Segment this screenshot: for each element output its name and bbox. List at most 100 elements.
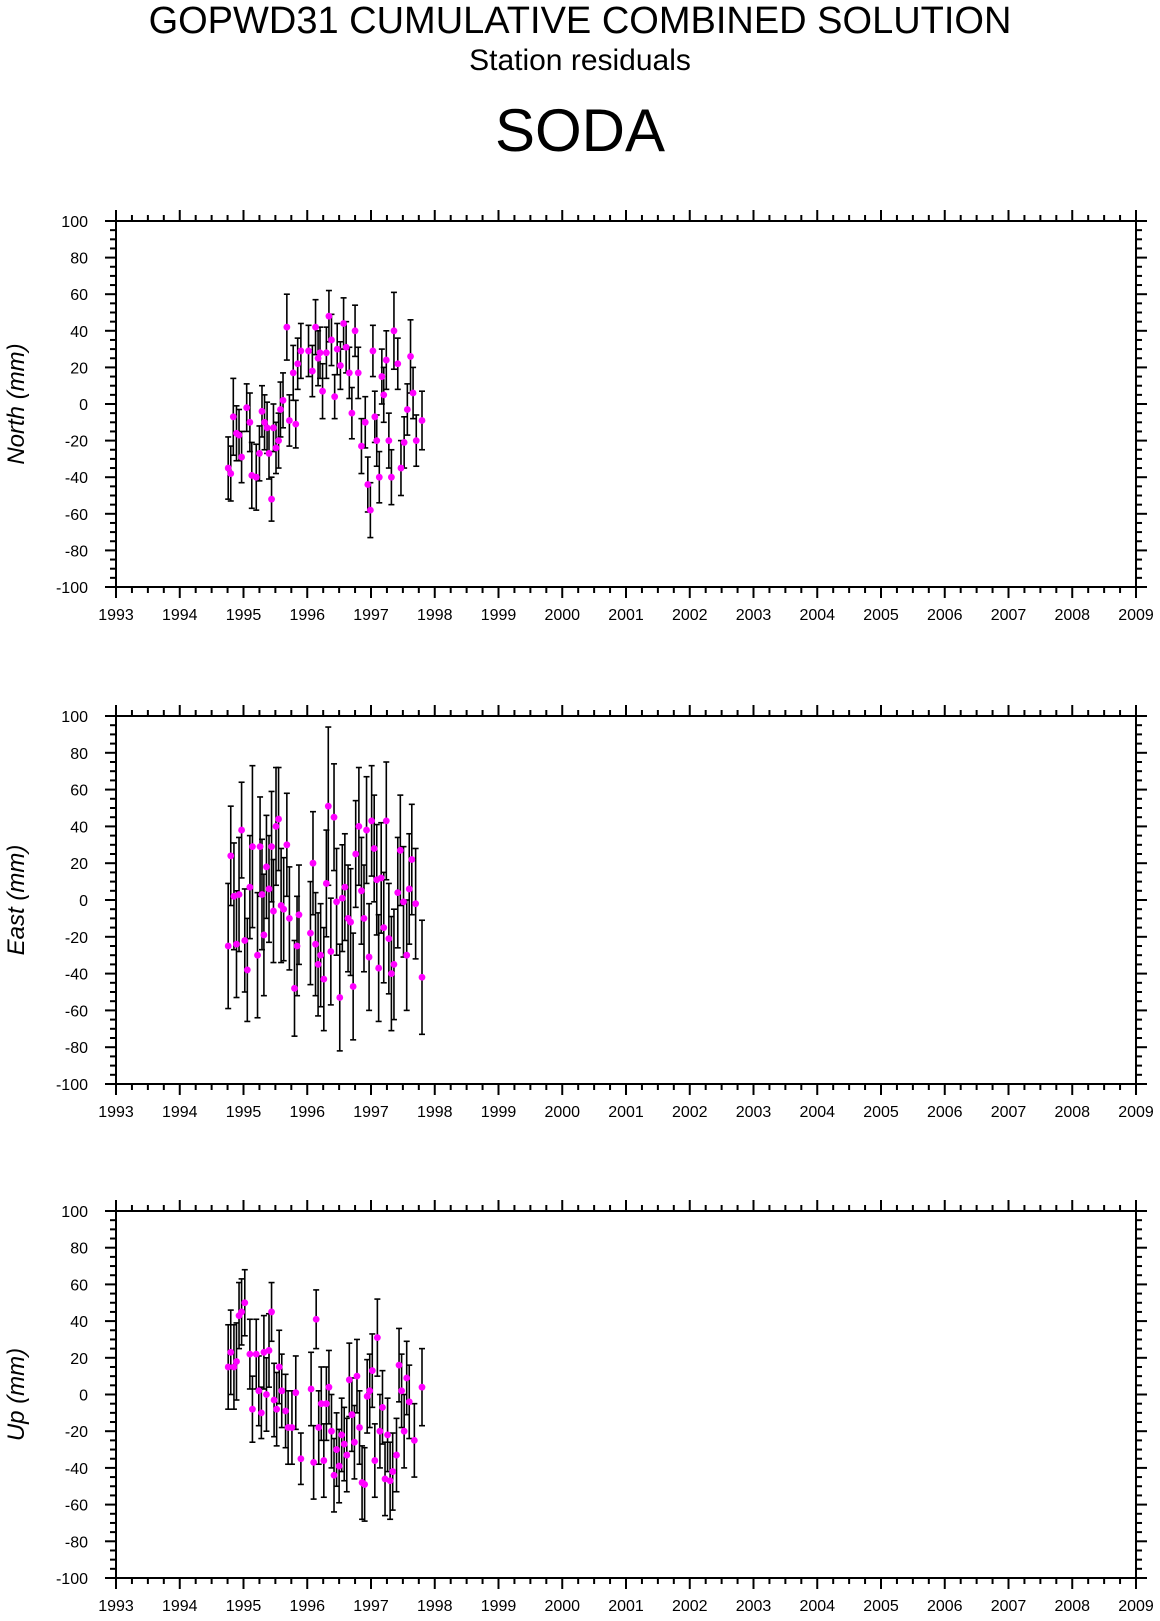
data-point xyxy=(403,406,411,413)
data-point xyxy=(224,464,232,472)
data-point xyxy=(255,1387,263,1395)
data-point xyxy=(288,1424,296,1431)
data-point xyxy=(342,343,350,351)
data-point xyxy=(256,843,264,851)
data-point xyxy=(246,1350,254,1358)
x-tick-label: 1995 xyxy=(226,607,262,624)
y-tick-label: 40 xyxy=(70,819,88,836)
data-point xyxy=(373,437,381,444)
data-point xyxy=(408,856,416,863)
x-tick-label: 1994 xyxy=(162,1104,198,1121)
data-point xyxy=(381,1475,389,1483)
data-point xyxy=(277,406,284,413)
x-tick-label: 2001 xyxy=(608,1104,644,1121)
data-point xyxy=(340,1440,348,1448)
x-tick-label: 1996 xyxy=(289,607,325,624)
data-point xyxy=(283,323,291,331)
data-point xyxy=(273,1405,281,1413)
data-point xyxy=(224,942,232,950)
data-point xyxy=(331,393,339,401)
data-point xyxy=(252,473,260,481)
data-point xyxy=(405,885,413,893)
data-point xyxy=(363,826,370,834)
x-tick-label: 2003 xyxy=(736,607,772,624)
data-point xyxy=(307,929,314,937)
x-tick-label: 2002 xyxy=(672,1104,708,1121)
data-point xyxy=(366,506,374,514)
data-point xyxy=(409,389,417,397)
y-tick-label: -20 xyxy=(65,1424,88,1441)
data-point xyxy=(338,894,346,902)
y-tick-label: 100 xyxy=(61,1204,88,1221)
data-point xyxy=(354,369,362,377)
data-point xyxy=(275,437,282,444)
data-point xyxy=(272,444,280,452)
x-tick-label: 2005 xyxy=(863,1104,899,1121)
data-point xyxy=(268,1308,275,1316)
data-point xyxy=(345,369,353,377)
data-point xyxy=(403,951,411,959)
data-point xyxy=(396,846,404,854)
data-point xyxy=(263,1391,270,1398)
data-point xyxy=(368,1367,376,1375)
y-tick-label: 0 xyxy=(79,1388,88,1405)
data-point xyxy=(305,347,312,355)
data-point xyxy=(241,937,249,944)
data-point xyxy=(353,1372,361,1380)
data-point xyxy=(238,826,245,834)
data-point xyxy=(345,1376,353,1384)
x-tick-label: 2004 xyxy=(799,1104,835,1121)
x-tick-label: 1994 xyxy=(162,1598,198,1615)
plot-panel-2: 1993 1994 1995 1996 1997 1998 1999 2000 2001 2002… xyxy=(3,705,1154,1121)
x-tick-label: 2003 xyxy=(736,1598,772,1615)
data-point xyxy=(337,362,344,369)
x-tick-label: 2001 xyxy=(608,607,644,624)
x-tick-label: 2000 xyxy=(544,607,580,624)
data-point xyxy=(418,973,426,981)
data-point xyxy=(364,481,372,488)
x-tick-label: 2009 xyxy=(1118,607,1154,624)
data-point xyxy=(400,1427,408,1435)
data-point xyxy=(293,942,301,950)
data-point xyxy=(312,940,319,948)
data-point xyxy=(352,850,360,858)
data-point xyxy=(377,874,385,882)
data-point xyxy=(412,437,420,444)
data-point xyxy=(258,891,266,898)
y-tick-label: -100 xyxy=(56,580,88,597)
data-point xyxy=(384,1431,391,1439)
data-point xyxy=(385,935,393,943)
data-point xyxy=(324,802,332,810)
data-point xyxy=(260,1348,268,1356)
data-point xyxy=(294,360,302,368)
y-tick-label: 60 xyxy=(70,1277,88,1294)
y-tick-label: -60 xyxy=(65,507,88,524)
data-point xyxy=(297,1455,305,1463)
data-point xyxy=(330,813,338,821)
data-point xyxy=(333,1446,340,1453)
data-point xyxy=(400,898,407,906)
data-point xyxy=(292,1389,300,1397)
data-point xyxy=(307,1385,315,1393)
y-tick-label: -60 xyxy=(65,1498,88,1515)
data-point xyxy=(241,1299,249,1307)
data-point xyxy=(333,345,341,353)
data-point xyxy=(243,404,251,412)
data-point xyxy=(227,1348,235,1356)
x-tick-label: 1996 xyxy=(289,1598,325,1615)
data-point xyxy=(351,327,359,335)
data-point xyxy=(397,464,405,472)
x-tick-label: 2000 xyxy=(544,1104,580,1121)
data-point xyxy=(412,900,420,908)
data-point xyxy=(325,312,333,320)
x-tick-label: 2004 xyxy=(799,607,835,624)
data-point xyxy=(382,356,390,364)
data-point xyxy=(268,843,275,851)
data-point xyxy=(286,915,293,922)
data-point xyxy=(256,450,263,457)
data-point xyxy=(322,349,330,357)
data-point xyxy=(257,1409,265,1417)
data-point xyxy=(385,437,393,444)
x-tick-label: 1997 xyxy=(353,1598,389,1615)
